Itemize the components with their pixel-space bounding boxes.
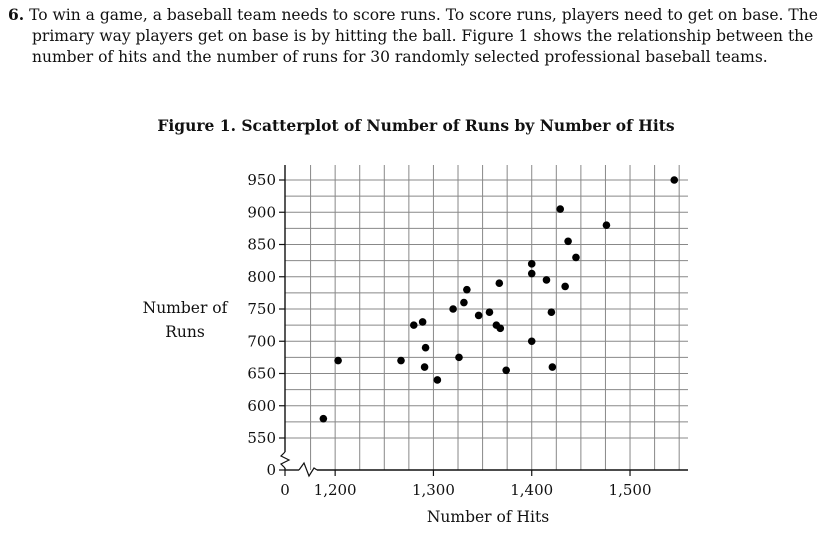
data-point	[420, 363, 429, 371]
y-tick-label: 650	[247, 365, 276, 383]
y-axis-label: Number of Runs	[142, 299, 228, 341]
data-point	[542, 276, 551, 284]
axes	[279, 165, 688, 478]
y-tick-label: 0	[266, 461, 276, 479]
figure-title: Figure 1. Scatterplot of Number of Runs …	[157, 116, 675, 135]
y-tick-label: 800	[247, 268, 276, 286]
data-point	[502, 366, 510, 375]
data-point	[455, 353, 463, 362]
data-point	[433, 376, 442, 384]
x-tick-label: 1,500	[609, 481, 652, 499]
data-point	[527, 269, 536, 278]
question-text: 6. To win a game, a baseball team needs …	[8, 4, 826, 68]
data-point	[460, 298, 468, 307]
data-point	[561, 282, 569, 291]
data-point	[418, 318, 427, 326]
data-point	[409, 321, 418, 329]
question-body: To win a game, a baseball team needs to …	[29, 6, 818, 66]
data-point	[334, 356, 342, 365]
data-point	[449, 305, 457, 313]
data-point	[572, 253, 580, 262]
y-tick-label: 550	[247, 429, 276, 447]
x-tick-label: 1,200	[314, 481, 357, 499]
data-point	[548, 363, 557, 371]
x-tick-label: 1,400	[510, 481, 553, 499]
data-point	[397, 356, 405, 365]
data-point	[496, 324, 505, 333]
x-axis-break	[298, 461, 318, 478]
y-tick-label: 750	[247, 300, 276, 318]
y-tick-label: 850	[247, 236, 276, 254]
data-points	[319, 176, 679, 423]
x-tick-label: 0	[280, 481, 290, 499]
y-tick-label: 950	[247, 171, 276, 189]
y-axis-break	[279, 451, 291, 469]
data-point	[556, 205, 565, 213]
data-point	[485, 308, 494, 317]
data-point	[474, 311, 483, 320]
data-point	[463, 285, 471, 294]
x-axis-label: Number of Hits	[426, 508, 550, 526]
data-point	[527, 337, 536, 346]
grid-lines	[285, 165, 688, 470]
x-tick-label: 1,300	[412, 481, 455, 499]
tick-labels: 0 550 600 650 700 750 800 850 900 950 0 1,200 1,300 1…	[247, 171, 651, 499]
data-point	[527, 260, 536, 268]
y-tick-label: 600	[247, 397, 276, 415]
y-tick-label: 900	[247, 203, 276, 221]
data-point	[602, 221, 611, 229]
data-point	[670, 176, 679, 184]
question-number: 6.	[8, 5, 25, 24]
data-point	[564, 237, 572, 246]
y-tick-label: 700	[247, 332, 276, 350]
data-point	[547, 308, 556, 317]
data-point	[319, 414, 328, 423]
data-point	[495, 279, 504, 288]
data-point	[421, 343, 430, 352]
